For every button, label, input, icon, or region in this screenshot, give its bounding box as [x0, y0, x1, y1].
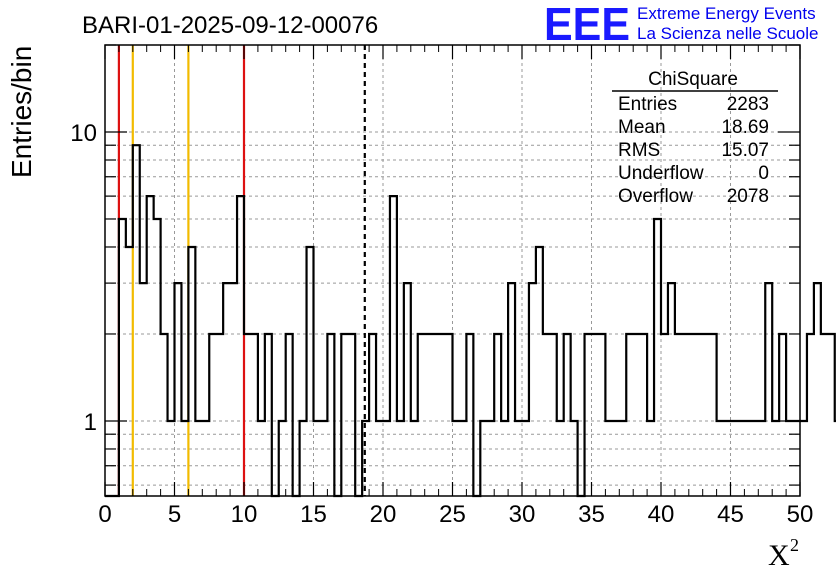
- stats-rows: Entries 2283 Mean 18.69 RMS 15.07 Underflow 0 Ov…: [618, 94, 769, 207]
- y-tick-labels: 1 10: [70, 120, 97, 436]
- chart-title: BARI-01-2025-09-12-00076: [82, 12, 378, 39]
- x-tick-label: 0: [98, 501, 111, 528]
- reference-lines: [117, 45, 366, 496]
- stats-box: ChiSquare Entries 2283 Mean 18.69 RMS 15.07 Un…: [612, 69, 778, 207]
- x-tick-label: 25: [439, 501, 466, 528]
- eee-logo: EEE Extreme Energy Events La Scienza nel…: [544, 0, 818, 50]
- eee-logo-line1: Extreme Energy Events: [637, 4, 816, 23]
- stats-row-value: 2078: [727, 186, 769, 207]
- x-tick-label: 35: [578, 501, 605, 528]
- stats-row-label: Overflow: [618, 186, 693, 207]
- x-axis-label-main: X: [768, 539, 790, 572]
- x-axis-label-superscript: 2: [790, 535, 799, 555]
- stats-row-value: 2283: [727, 94, 769, 115]
- x-tick-label: 5: [168, 501, 181, 528]
- stats-row-label: Mean: [618, 117, 666, 138]
- eee-logo-line2: La Scienza nelle Scuole: [637, 24, 818, 43]
- y-axis-label: Entries/bin: [6, 46, 37, 178]
- x-axis-label: X 2: [768, 535, 799, 572]
- stats-row-value: 18.69: [721, 117, 769, 138]
- x-tick-label: 10: [231, 501, 258, 528]
- stats-row-label: Underflow: [618, 163, 704, 184]
- axis-ticks: [104, 44, 801, 496]
- stats-title: ChiSquare: [648, 69, 738, 90]
- y-tick-label: 10: [70, 120, 97, 147]
- x-tick-label: 30: [509, 501, 536, 528]
- x-tick-labels: 0 5 10 15 20 25 30 35 40 45 50: [98, 501, 813, 528]
- x-tick-label: 40: [648, 501, 675, 528]
- eee-logo-mark: EEE: [544, 0, 630, 50]
- x-tick-label: 15: [300, 501, 327, 528]
- y-tick-label: 1: [84, 409, 97, 436]
- stats-row-value: 0: [758, 163, 769, 184]
- grid-lines: [105, 44, 800, 496]
- x-tick-label: 20: [370, 501, 397, 528]
- stats-row-value: 15.07: [721, 140, 769, 161]
- x-tick-label: 45: [717, 501, 744, 528]
- x-tick-label: 50: [787, 501, 814, 528]
- stats-row-label: Entries: [618, 94, 677, 115]
- stats-row-label: RMS: [618, 140, 660, 161]
